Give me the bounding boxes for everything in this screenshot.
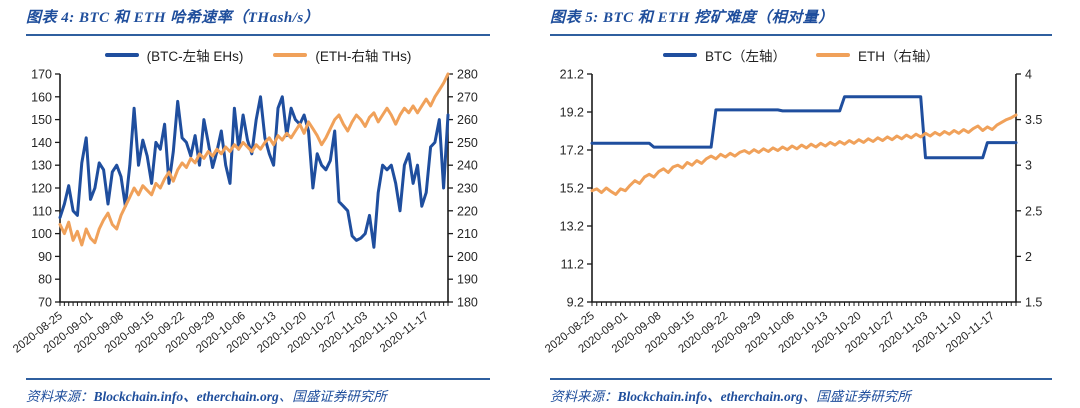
y-axis-left-tick-label: 13.2 — [560, 220, 584, 234]
figure-4-legend: (BTC-左轴 EHs) (ETH-右轴 THs) — [26, 45, 490, 64]
y-axis-right-tick-label: 2 — [1025, 250, 1032, 264]
y-axis-right-tick-label: 1.5 — [1025, 296, 1042, 310]
y-axis-right-tick-label: 210 — [457, 227, 478, 241]
source-label: 资料来源： — [26, 389, 94, 404]
y-axis-left-tick-label: 160 — [31, 90, 52, 104]
legend-item: ETH（右轴） — [816, 45, 939, 65]
legend-swatch — [816, 52, 850, 57]
y-axis-right-tick-label: 4 — [1025, 68, 1032, 82]
figure-4-source: 资料来源：Blockchain.info、etherchain.org、国盛证券… — [26, 378, 490, 405]
series-line-eth — [58, 72, 450, 247]
y-axis-left-tick-label: 90 — [38, 250, 52, 264]
figure-5-title-rule — [550, 34, 1052, 36]
y-axis-right-tick-label: 190 — [457, 273, 478, 287]
legend-label: (ETH-右轴 THs) — [315, 48, 412, 64]
figure-5-legend: BTC（左轴） ETH（右轴） — [550, 45, 1052, 64]
figure-4-chart: 170 160 150 140 130 120 110 100 90 80 70 280 270 260 2… — [11, 68, 478, 356]
source-suffix: 、国盛证券研究所 — [278, 389, 387, 404]
legend-swatch — [273, 52, 308, 57]
legend-label: BTC（左轴） — [705, 48, 786, 64]
y-axis-right-tick-label: 270 — [457, 90, 478, 104]
y-axis-left-tick-label: 150 — [31, 113, 52, 127]
source-label: 资料来源： — [550, 389, 618, 404]
y-axis-right-tick-label: 200 — [457, 250, 478, 264]
figure-4-title-rule — [26, 34, 490, 36]
legend-swatch — [104, 52, 139, 57]
y-axis-left-tick-label: 9.2 — [567, 296, 584, 310]
y-axis-left-tick-label: 140 — [31, 136, 52, 150]
series-line-btc — [590, 95, 1018, 160]
legend-item: (ETH-右轴 THs) — [273, 45, 411, 65]
y-axis-left-tick-label: 100 — [31, 227, 52, 241]
y-axis-left-tick-label: 15.2 — [560, 182, 584, 196]
y-axis-left-tick-label: 170 — [31, 68, 52, 82]
y-axis-right-tick-label: 230 — [457, 182, 478, 196]
figure-5-chart: 21.219.217.215.213.211.29.243.532.521.52… — [543, 68, 1042, 356]
source-sites: Blockchain.info、etherchain.org — [617, 389, 803, 404]
y-axis-right-tick-label: 260 — [457, 113, 478, 127]
y-axis-right-tick-label: 240 — [457, 159, 478, 173]
y-axis-right-tick-label: 180 — [457, 296, 478, 310]
y-axis-right-tick-label: 2.5 — [1025, 204, 1042, 218]
series-line-btc — [58, 95, 450, 249]
source-sites: Blockchain.info、etherchain.org — [93, 389, 279, 404]
y-axis-left-tick-label: 21.2 — [560, 68, 584, 82]
legend-swatch — [663, 52, 697, 57]
y-axis-left-tick-label: 19.2 — [560, 106, 584, 120]
figure-5-source: 资料来源：Blockchain.info、etherchain.org、国盛证券… — [550, 378, 1052, 405]
y-axis-right-tick-label: 250 — [457, 136, 478, 150]
y-axis-left-tick-label: 120 — [31, 182, 52, 196]
y-axis-right-tick-label: 3.5 — [1025, 113, 1042, 127]
y-axis-left-tick-label: 130 — [31, 159, 52, 173]
y-axis-left-tick-label: 11.2 — [561, 258, 584, 272]
y-axis-right-tick-label: 220 — [457, 204, 478, 218]
source-suffix: 、国盛证券研究所 — [802, 389, 911, 404]
figure-4-title: 图表 4: BTC 和 ETH 哈希速率（THash/s） — [26, 10, 320, 26]
y-axis-left-tick-label: 17.2 — [560, 144, 584, 158]
figure-4-panel: 图表 4: BTC 和 ETH 哈希速率（THash/s） (BTC-左轴 EH… — [0, 0, 512, 408]
series-line-eth — [590, 113, 1018, 196]
legend-item: (BTC-左轴 EHs) — [104, 45, 244, 65]
y-axis-right-tick-label: 3 — [1025, 159, 1032, 173]
legend-label: (BTC-左轴 EHs) — [146, 48, 244, 64]
legend-label: ETH（右轴） — [858, 48, 939, 64]
y-axis-left-tick-label: 70 — [38, 296, 52, 310]
legend-item: BTC（左轴） — [663, 45, 786, 65]
y-axis-right-tick-label: 280 — [457, 68, 478, 82]
figure-5-panel: 图表 5: BTC 和 ETH 挖矿难度（相对量） BTC（左轴） ETH（右轴）… — [512, 0, 1080, 408]
y-axis-left-tick-label: 110 — [32, 204, 52, 218]
figure-5-title: 图表 5: BTC 和 ETH 挖矿难度（相对量） — [550, 10, 834, 26]
y-axis-left-tick-label: 80 — [38, 273, 52, 287]
